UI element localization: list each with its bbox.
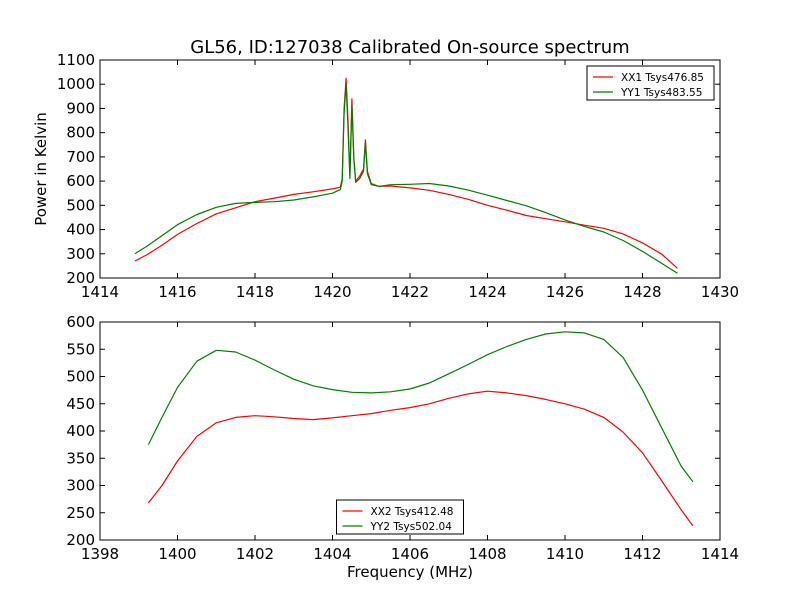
y-tick-label: 250 xyxy=(66,504,95,522)
y-tick-label: 1000 xyxy=(57,75,95,93)
y-tick-label: 400 xyxy=(66,422,95,440)
top-panel: 1414 1416 1418 1420 1422 1424 1426 1428 1430 200 3… xyxy=(32,51,739,301)
x-tick-label: 1416 xyxy=(158,283,196,301)
x-tick-label: 1410 xyxy=(546,545,584,563)
y-tick-label: 500 xyxy=(66,196,95,214)
chart-title: GL56, ID:127038 Calibrated On-source spe… xyxy=(190,37,629,58)
y-tick-label: 1100 xyxy=(57,51,95,69)
x-tick-label: 1398 xyxy=(81,545,119,563)
y-tick-label: 700 xyxy=(66,148,95,166)
x-axis-label: Frequency (MHz) xyxy=(347,563,473,581)
x-tick-label: 1408 xyxy=(468,545,506,563)
series-line-2-2 xyxy=(147,331,694,483)
x-tick-label: 1414 xyxy=(81,283,119,301)
bottom-panel: 1398 1400 1402 1404 1406 1408 1410 1412 1414 200 2… xyxy=(66,313,739,581)
x-tick-label: 1424 xyxy=(468,283,506,301)
x-tick-label: 1400 xyxy=(158,545,196,563)
y-tick-label: 350 xyxy=(66,449,95,467)
y-tick-label: 450 xyxy=(66,395,95,413)
x-tick-label: 1418 xyxy=(236,283,274,301)
y-axis-label: Power in Kelvin xyxy=(32,112,50,226)
legend-label: YY1 Tsys483.55 xyxy=(620,87,702,99)
legend: XX2 Tsys412.48 YY2 Tsys502.04 xyxy=(336,499,464,535)
series-line-1-2 xyxy=(134,83,678,274)
series-line-1-1 xyxy=(134,77,678,269)
x-tick-label: 1406 xyxy=(391,545,429,563)
y-tick-label: 600 xyxy=(66,172,95,190)
x-tick-label: 1402 xyxy=(236,545,274,563)
y-tick-label: 800 xyxy=(66,124,95,142)
y-tick-label: 400 xyxy=(66,221,95,239)
y-tick-label: 200 xyxy=(66,269,95,287)
y-tick-label: 300 xyxy=(66,477,95,495)
x-tick-label: 1404 xyxy=(313,545,351,563)
y-tick-label: 300 xyxy=(66,245,95,263)
x-tick-label: 1430 xyxy=(701,283,739,301)
y-tick-label: 550 xyxy=(66,340,95,358)
legend-label: YY2 Tsys502.04 xyxy=(370,521,453,533)
x-tick-label: 1414 xyxy=(701,545,739,563)
legend-box xyxy=(586,65,715,101)
x-tick-label: 1412 xyxy=(623,545,661,563)
series-line-2-1 xyxy=(147,390,694,527)
legend-box xyxy=(336,499,464,535)
x-tick-label: 1420 xyxy=(313,283,351,301)
y-tick-label: 500 xyxy=(66,368,95,386)
y-tick-label: 900 xyxy=(66,99,95,117)
legend-label: XX1 Tsys476.85 xyxy=(621,72,704,84)
x-tick-label: 1422 xyxy=(391,283,429,301)
x-tick-label: 1426 xyxy=(546,283,584,301)
y-tick-label: 200 xyxy=(66,531,95,549)
x-tick-label: 1428 xyxy=(623,283,661,301)
legend: XX1 Tsys476.85 YY1 Tsys483.55 xyxy=(586,65,715,101)
y-tick-label: 600 xyxy=(66,313,95,331)
legend-label: XX2 Tsys412.48 xyxy=(371,506,454,518)
